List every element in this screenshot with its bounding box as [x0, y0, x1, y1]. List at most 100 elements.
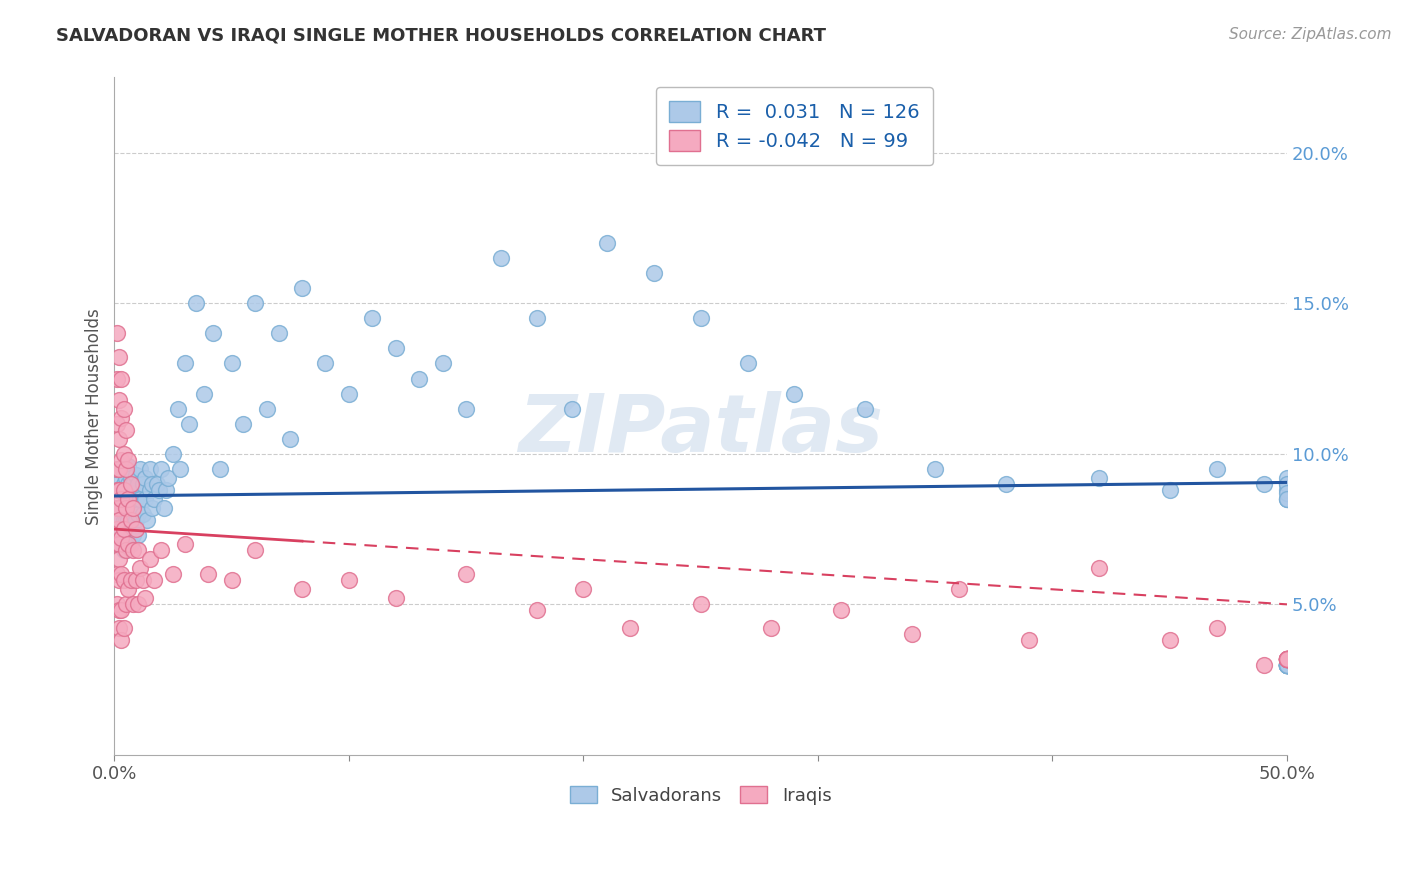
Point	[120, 491, 142, 506]
Point	[689, 598, 711, 612]
Point	[112, 622, 135, 636]
Point	[105, 598, 128, 612]
Point	[112, 477, 135, 491]
Point	[124, 574, 146, 588]
Point	[105, 477, 128, 491]
Point	[143, 491, 166, 506]
Point	[120, 522, 142, 536]
Point	[127, 507, 149, 521]
Point	[1275, 657, 1298, 672]
Point	[117, 582, 139, 597]
Point	[948, 582, 970, 597]
Point	[1275, 651, 1298, 665]
Point	[1275, 651, 1298, 665]
Point	[117, 491, 139, 506]
Point	[1275, 483, 1298, 497]
Point	[900, 627, 922, 641]
Point	[232, 417, 254, 431]
Point	[134, 491, 156, 506]
Point	[108, 574, 131, 588]
Point	[853, 401, 876, 416]
Point	[1275, 491, 1298, 506]
Point	[1275, 651, 1298, 665]
Point	[108, 501, 131, 516]
Point	[105, 462, 128, 476]
Point	[314, 356, 336, 370]
Point	[179, 417, 201, 431]
Point	[110, 453, 132, 467]
Point	[108, 432, 131, 446]
Point	[108, 462, 131, 476]
Point	[108, 351, 131, 365]
Point	[124, 522, 146, 536]
Point	[115, 513, 138, 527]
Point	[221, 574, 243, 588]
Point	[456, 401, 478, 416]
Point	[138, 462, 160, 476]
Point	[197, 567, 219, 582]
Point	[243, 296, 266, 310]
Point	[1275, 651, 1298, 665]
Y-axis label: Single Mother Households: Single Mother Households	[86, 308, 103, 524]
Point	[108, 501, 131, 516]
Point	[1159, 633, 1181, 648]
Point	[1275, 657, 1298, 672]
Point	[361, 311, 384, 326]
Point	[166, 401, 188, 416]
Point	[124, 491, 146, 506]
Point	[385, 342, 408, 356]
Text: Source: ZipAtlas.com: Source: ZipAtlas.com	[1229, 27, 1392, 42]
Point	[221, 356, 243, 370]
Point	[291, 281, 314, 295]
Point	[1275, 651, 1298, 665]
Point	[112, 447, 135, 461]
Point	[1253, 477, 1275, 491]
Point	[1275, 657, 1298, 672]
Point	[1275, 471, 1298, 485]
Point	[1205, 622, 1227, 636]
Point	[1275, 657, 1298, 672]
Point	[1275, 657, 1298, 672]
Point	[127, 477, 149, 491]
Point	[110, 633, 132, 648]
Point	[152, 501, 174, 516]
Point	[115, 598, 138, 612]
Point	[110, 371, 132, 385]
Point	[105, 462, 128, 476]
Point	[162, 567, 184, 582]
Point	[1275, 486, 1298, 500]
Point	[1275, 651, 1298, 665]
Point	[572, 582, 595, 597]
Point	[117, 453, 139, 467]
Point	[129, 561, 152, 575]
Point	[1253, 657, 1275, 672]
Point	[1275, 651, 1298, 665]
Point	[127, 543, 149, 558]
Point	[1275, 651, 1298, 665]
Point	[112, 574, 135, 588]
Point	[117, 501, 139, 516]
Point	[112, 498, 135, 512]
Point	[105, 501, 128, 516]
Point	[830, 603, 852, 617]
Point	[115, 491, 138, 506]
Point	[134, 471, 156, 485]
Point	[157, 471, 180, 485]
Point	[131, 477, 153, 491]
Point	[759, 622, 782, 636]
Point	[1275, 657, 1298, 672]
Point	[155, 483, 177, 497]
Point	[737, 356, 759, 370]
Point	[108, 392, 131, 407]
Point	[456, 567, 478, 582]
Point	[115, 423, 138, 437]
Point	[526, 603, 548, 617]
Point	[115, 462, 138, 476]
Point	[1275, 657, 1298, 672]
Point	[1275, 657, 1298, 672]
Point	[108, 603, 131, 617]
Point	[127, 528, 149, 542]
Point	[122, 598, 145, 612]
Point	[108, 622, 131, 636]
Point	[105, 567, 128, 582]
